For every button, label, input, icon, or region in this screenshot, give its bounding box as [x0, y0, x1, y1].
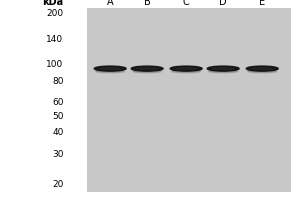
Text: 200: 200 [46, 9, 64, 18]
Ellipse shape [94, 66, 126, 71]
Ellipse shape [136, 68, 158, 69]
Text: 100: 100 [46, 60, 64, 69]
Text: 50: 50 [52, 112, 64, 121]
Text: kDa: kDa [42, 0, 64, 7]
Ellipse shape [248, 70, 277, 73]
Text: 80: 80 [52, 77, 64, 86]
Text: 140: 140 [46, 35, 64, 44]
Ellipse shape [212, 68, 234, 69]
Ellipse shape [170, 66, 202, 71]
Ellipse shape [99, 68, 121, 69]
Text: A: A [107, 0, 113, 7]
Ellipse shape [175, 68, 197, 69]
Ellipse shape [251, 68, 273, 69]
Text: 40: 40 [52, 128, 64, 137]
Ellipse shape [172, 70, 200, 73]
Text: B: B [144, 0, 151, 7]
Ellipse shape [209, 70, 238, 73]
Text: 60: 60 [52, 98, 64, 107]
Ellipse shape [246, 66, 278, 71]
Text: E: E [259, 0, 265, 7]
Ellipse shape [96, 70, 124, 73]
Text: C: C [183, 0, 190, 7]
Text: 30: 30 [52, 150, 64, 159]
Ellipse shape [207, 66, 239, 71]
Ellipse shape [131, 66, 163, 71]
Text: 20: 20 [52, 180, 64, 189]
Text: D: D [219, 0, 227, 7]
Ellipse shape [133, 70, 161, 73]
